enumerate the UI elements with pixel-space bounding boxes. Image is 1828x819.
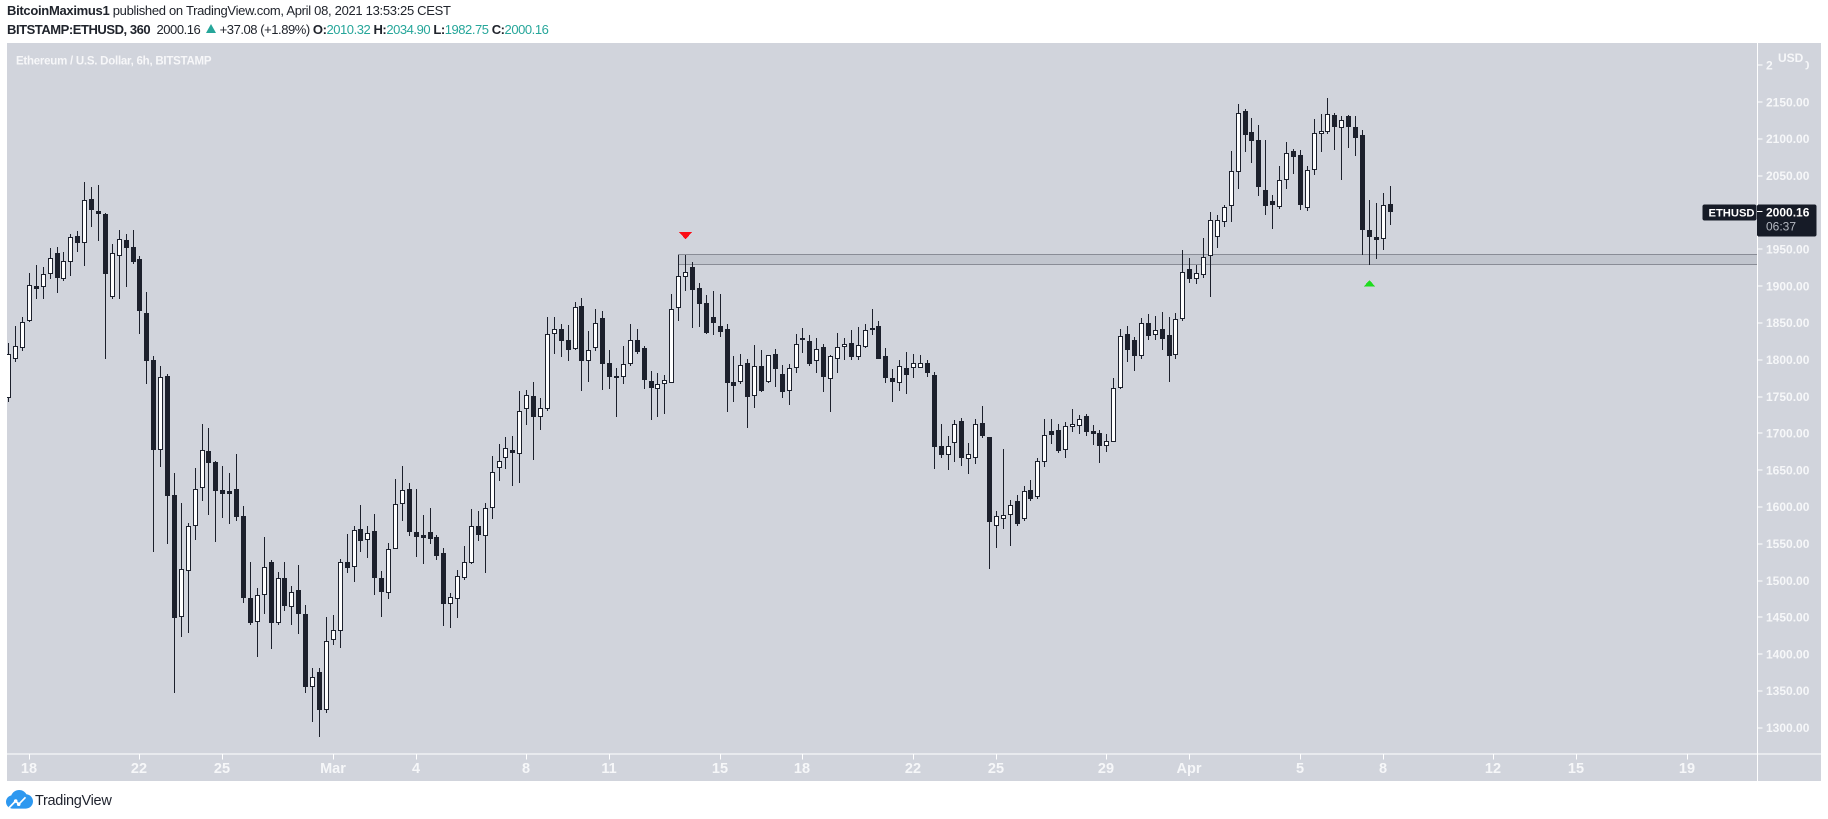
svg-text:USD: USD [1778,51,1804,65]
svg-text:8: 8 [522,761,530,777]
svg-text:1750.00: 1750.00 [1766,390,1810,404]
svg-text:Ethereum / U.S. Dollar, 6h, BI: Ethereum / U.S. Dollar, 6h, BITSTAMP [16,56,212,68]
svg-text:2000.16: 2000.16 [1766,206,1810,220]
svg-text:4: 4 [412,761,420,777]
svg-text:22: 22 [905,761,921,777]
svg-text:1850.00: 1850.00 [1766,316,1810,330]
svg-text:1450.00: 1450.00 [1766,611,1810,625]
svg-text:25: 25 [988,761,1004,777]
svg-text:22: 22 [131,761,147,777]
svg-text:1500.00: 1500.00 [1766,574,1810,588]
svg-text:15: 15 [1568,761,1584,777]
svg-text:18: 18 [21,761,37,777]
svg-text:18: 18 [794,761,810,777]
svg-text:1350.00: 1350.00 [1766,684,1810,698]
svg-text:06:37: 06:37 [1766,220,1796,234]
svg-text:2150.00: 2150.00 [1766,95,1810,109]
svg-text:1550.00: 1550.00 [1766,537,1810,551]
svg-text:Apr: Apr [1177,761,1202,777]
svg-text:1800.00: 1800.00 [1766,353,1810,367]
svg-text:Mar: Mar [320,761,346,777]
svg-text:2050.00: 2050.00 [1766,169,1810,183]
svg-text:2100.00: 2100.00 [1766,132,1810,146]
svg-text:12: 12 [1485,761,1501,777]
svg-text:8: 8 [1379,761,1387,777]
svg-text:1600.00: 1600.00 [1766,500,1810,514]
svg-text:25: 25 [214,761,230,777]
svg-text:19: 19 [1679,761,1695,777]
svg-text:29: 29 [1098,761,1114,777]
svg-text:ETHUSD: ETHUSD [1709,208,1755,220]
svg-text:11: 11 [601,761,616,777]
svg-text:5: 5 [1296,761,1304,777]
svg-text:1400.00: 1400.00 [1766,647,1810,661]
svg-text:1300.00: 1300.00 [1766,721,1810,735]
svg-text:15: 15 [712,761,728,777]
svg-text:1700.00: 1700.00 [1766,427,1810,441]
svg-text:1950.00: 1950.00 [1766,243,1810,257]
svg-text:1900.00: 1900.00 [1766,279,1810,293]
svg-text:1650.00: 1650.00 [1766,463,1810,477]
